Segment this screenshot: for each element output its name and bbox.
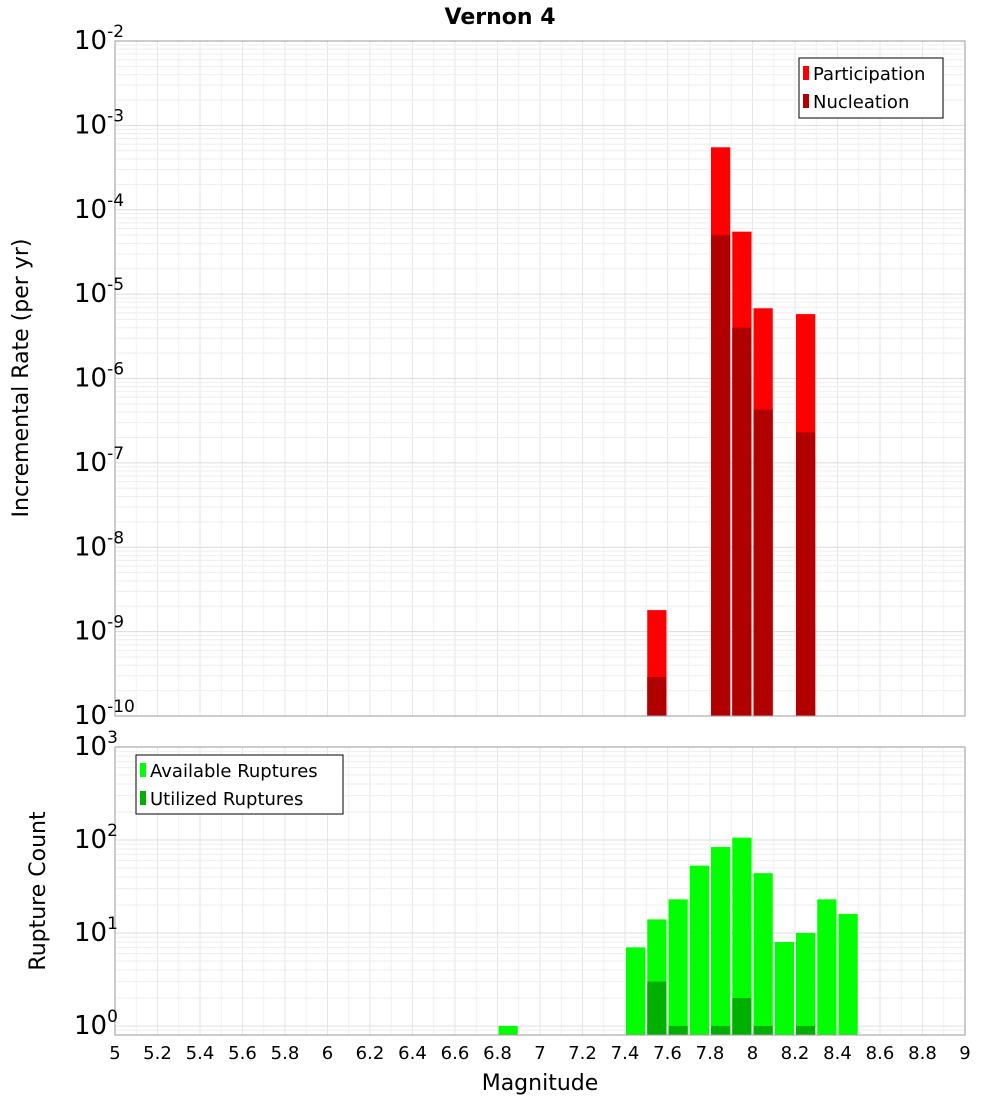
x-tick-label: 6.2 [356,1043,385,1064]
x-tick-label: 8 [747,1043,758,1064]
bottom-bars [498,837,858,1035]
bar-utilized-ruptures [753,1025,773,1035]
bar-available-ruptures [711,847,731,1035]
x-tick-label: 5.6 [228,1043,257,1064]
bottom-y-tick-labels: 100 101 102 103 [74,728,118,1041]
x-tick-label: 5.8 [271,1043,300,1064]
legend-swatch-participation [803,66,809,80]
bar-nucleation [711,235,731,716]
x-axis-label: Magnitude [482,1071,599,1096]
y-tick-label: 10-5 [74,275,124,309]
x-tick-label: 8.4 [823,1043,852,1064]
x-tick-label: 7.4 [611,1043,640,1064]
y-tick-label: 10-6 [74,360,124,394]
y-tick-label: 100 [74,1007,118,1041]
top-bars [647,147,816,717]
bottom-legend: Available Ruptures Utilized Ruptures [135,754,344,815]
legend-label-utilized-ruptures: Utilized Ruptures [150,789,303,810]
y-tick-label: 10-3 [74,106,124,140]
legend-swatch-utilized-ruptures [140,791,146,805]
legend-swatch-nucleation [803,94,809,108]
x-tick-label: 8.2 [781,1043,810,1064]
bar-utilized-ruptures [711,1025,731,1035]
top-gridlines [114,40,966,717]
bar-nucleation [753,409,773,716]
y-tick-label: 103 [74,728,118,762]
x-tick-label: 7.8 [696,1043,725,1064]
y-tick-label: 10-4 [74,191,124,225]
top-plot-border [114,40,966,717]
y-tick-label: 10-10 [74,697,135,731]
bar-available-ruptures [774,942,794,1035]
x-tick-label: 6.6 [441,1043,470,1064]
bar-available-ruptures [689,865,709,1035]
top-legend: Participation Nucleation [798,57,944,119]
bar-utilized-ruptures [732,997,752,1035]
y-tick-label: 101 [74,914,118,948]
x-tick-label: 8.6 [866,1043,895,1064]
x-tick-label: 7.6 [653,1043,682,1064]
y-tick-label: 10-8 [74,528,124,562]
bar-available-ruptures [668,899,688,1035]
chart-title: Vernon 4 [445,5,556,30]
top-legend-box [798,57,944,119]
x-tick-label: 5.2 [143,1043,172,1064]
bar-nucleation [796,432,816,716]
legend-label-participation: Participation [813,64,925,85]
bar-utilized-ruptures [796,1025,816,1035]
bar-available-ruptures [753,873,773,1035]
legend-label-nucleation: Nucleation [813,92,909,113]
bar-available-ruptures [838,914,858,1035]
bar-utilized-ruptures [668,1025,688,1035]
top-y-axis-label: Incremental Rate (per yr) [9,239,34,518]
legend-swatch-available-ruptures [140,763,146,777]
bar-available-ruptures [732,837,752,1035]
x-tick-label: 6.8 [483,1043,512,1064]
x-tick-label: 6 [322,1043,333,1064]
bar-available-ruptures [796,932,816,1035]
x-tick-label: 6.4 [398,1043,427,1064]
x-tick-labels: 5 5.2 5.4 5.6 5.8 6 6.2 6.4 6.6 6.8 7 7.2 7.4 7.6 7.8 8… [109,1043,970,1064]
y-tick-label: 10-9 [74,613,124,647]
x-tick-label: 5 [109,1043,120,1064]
bar-utilized-ruptures [647,981,667,1035]
y-tick-label: 102 [74,821,118,855]
bar-available-ruptures [498,1025,518,1035]
bar-available-ruptures [817,899,837,1035]
y-tick-label: 10-2 [74,22,124,56]
bottom-legend-box [135,754,344,815]
bar-nucleation [647,676,667,716]
x-tick-label: 9 [959,1043,970,1064]
y-tick-label: 10-7 [74,444,124,478]
x-tick-label: 7.2 [568,1043,597,1064]
bottom-plot-border [114,746,966,1036]
bar-available-ruptures [626,947,646,1035]
x-tick-label: 5.4 [186,1043,215,1064]
top-y-tick-labels: 10-10 10-9 10-8 10-7 10-6 10-5 10-4 10-3 10-2 [74,22,135,731]
bottom-y-axis-label: Rupture Count [26,811,51,971]
legend-label-available-ruptures: Available Ruptures [150,761,318,782]
x-tick-label: 7 [534,1043,545,1064]
x-tick-label: 8.8 [908,1043,937,1064]
bar-nucleation [732,327,752,716]
